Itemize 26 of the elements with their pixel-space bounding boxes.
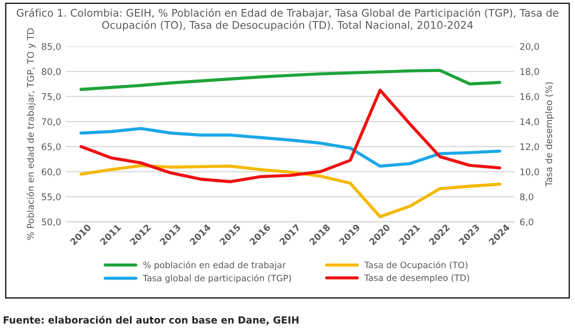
y-tick-label: 70,0 <box>42 118 61 126</box>
y-tick-label: 50,0 <box>42 218 61 226</box>
y2-tick-label: 8,0 <box>520 193 534 202</box>
legend-label: % población en edad de trabajar <box>143 261 286 270</box>
line-series <box>80 88 502 184</box>
y2-axis-title: Tasa de desempleo (%) <box>545 82 554 187</box>
y-tick-label: 55,0 <box>42 193 61 202</box>
y-tick-label: 65,0 <box>42 143 61 152</box>
legend-label: Tasa de Ocupación (TO) <box>364 261 468 270</box>
line-series <box>80 127 502 168</box>
y2-tick-label: 14,0 <box>520 118 539 126</box>
y-tick-label: 80,0 <box>42 68 61 76</box>
y2-tick-label: 16,0 <box>520 93 539 101</box>
y-tick-label: 75,0 <box>42 93 61 101</box>
y-tick-label: 60,0 <box>42 168 61 176</box>
y2-tick-label: 12,0 <box>520 143 539 152</box>
source-note: Fuente: elaboración del autor con base en Dane, GEIH <box>4 316 298 325</box>
legend-label: Tasa de desempleo (TD) <box>364 274 470 283</box>
legend-label: Tasa global de participación (TGP) <box>142 274 291 284</box>
y2-tick-label: 10,0 <box>520 168 539 176</box>
line-series <box>80 68 502 91</box>
y2-tick-label: 6,0 <box>520 218 534 226</box>
line-series <box>80 164 502 218</box>
y2-tick-label: 20,0 <box>520 43 539 51</box>
y-tick-label: 85,0 <box>42 43 61 51</box>
y2-tick-label: 18,0 <box>520 68 539 76</box>
